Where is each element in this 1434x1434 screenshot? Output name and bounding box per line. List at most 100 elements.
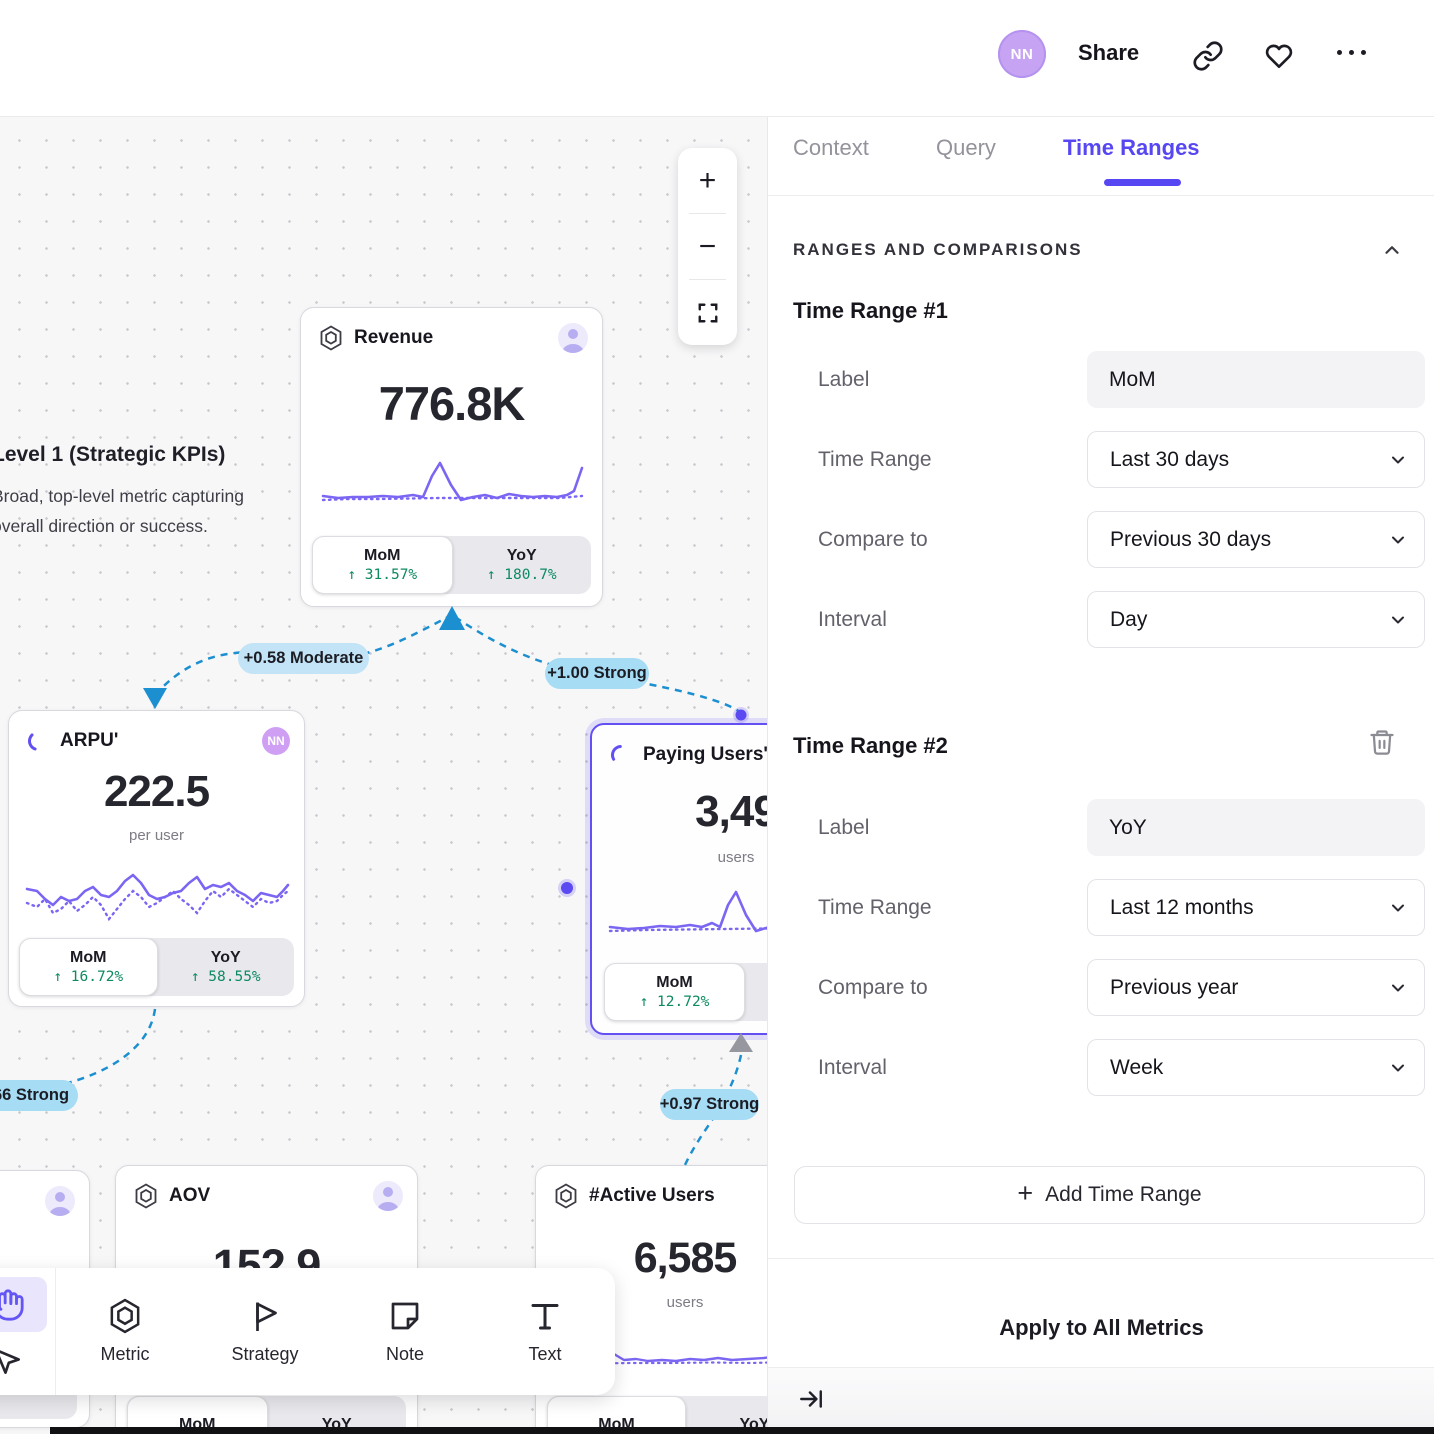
tab-query[interactable]: Query: [936, 135, 996, 160]
metric-card-arpu[interactable]: ARPU' NN 222.5 per user MoM ↑ 16.72% YoY…: [8, 710, 305, 1007]
metric-unit: users: [717, 849, 755, 866]
text-icon: [531, 1304, 559, 1330]
time-range-2-title: Time Range #2: [793, 733, 948, 758]
metric-hexagon-icon: [110, 1298, 140, 1334]
strategy-tool-button[interactable]: Strategy: [195, 1268, 335, 1395]
time-range-select[interactable]: Last 30 days: [1087, 431, 1425, 488]
chevron-down-icon: [1392, 984, 1404, 991]
owner-avatar-icon: [373, 1181, 403, 1211]
compare-to-select[interactable]: Previous year: [1087, 959, 1425, 1016]
yoy-delta: ↑ 58.55%: [190, 969, 261, 985]
chevron-down-icon: [1392, 616, 1404, 623]
form-row-time-range: Time Range Last 30 days: [818, 431, 1425, 488]
correlation-badge[interactable]: 66 Strong: [0, 1080, 78, 1111]
form-row-interval: Interval Week: [818, 1039, 1425, 1096]
plus-icon: +: [1017, 1178, 1034, 1208]
collapse-panel-icon[interactable]: [798, 1386, 824, 1412]
text-tool-button[interactable]: Text: [475, 1268, 615, 1395]
favorite-heart-icon[interactable]: [1263, 40, 1295, 72]
loading-spinner-icon: [611, 745, 631, 765]
form-row-time-range: Time Range Last 12 months: [818, 879, 1425, 936]
yoy-segment[interactable]: YoY ↑ 180.7%: [486, 547, 557, 583]
cursor-icon: [0, 1349, 20, 1374]
section-title: RANGES AND COMPARISONS: [793, 240, 1083, 259]
chevron-down-icon: [1392, 1064, 1404, 1071]
form-row-compare-to: Compare to Previous 30 days: [818, 511, 1425, 568]
level-title: Level 1 (Strategic KPIs): [0, 443, 226, 466]
tab-time-ranges[interactable]: Time Ranges: [1063, 135, 1200, 160]
minus-icon: −: [698, 229, 717, 263]
time-range-select[interactable]: Last 12 months: [1087, 879, 1425, 936]
zoom-out-button[interactable]: −: [678, 214, 737, 279]
metric-value: 776.8K: [378, 377, 526, 430]
metric-card-paying-users[interactable]: Paying Users' 3,49 users MoM ↑ 12.72%: [590, 723, 767, 1035]
compare-to-select[interactable]: Previous 30 days: [1087, 511, 1425, 568]
arrowhead-into-revenue: [439, 606, 465, 630]
sparkline: [608, 890, 767, 933]
owner-avatar-icon: [45, 1186, 75, 1216]
hand-icon: [0, 1288, 24, 1321]
form-row-label: Label: [818, 799, 1425, 856]
metric-card-revenue[interactable]: Revenue 776.8K MoM ↑ 31.57% YoY ↑ 180.7%: [300, 307, 603, 607]
metric-value: 222.5: [103, 767, 210, 816]
share-button[interactable]: Share: [1078, 40, 1140, 65]
metric-tool-button[interactable]: Metric: [55, 1268, 195, 1395]
sparkline: [321, 461, 584, 502]
correlation-badge[interactable]: +1.00 Strong: [545, 658, 649, 689]
copy-link-icon[interactable]: [1192, 40, 1224, 72]
plus-icon: +: [698, 163, 717, 197]
fit-view-button[interactable]: [678, 280, 737, 345]
mom-segment[interactable]: MoM ↑ 31.57%: [312, 536, 453, 594]
chevron-down-icon: [1392, 456, 1404, 463]
interval-select[interactable]: Day: [1087, 591, 1425, 648]
form-row-interval: Interval Day: [818, 591, 1425, 648]
add-time-range-button[interactable]: + Add Time Range: [794, 1166, 1425, 1224]
comparison-toggle: MoM ↑ 16.72% YoY ↑ 58.55%: [19, 938, 294, 996]
card-title: Paying Users': [643, 744, 767, 765]
yoy-segment[interactable]: [745, 963, 767, 1021]
select-tool-button[interactable]: [0, 1334, 47, 1389]
yoy-delta: ↑ 180.7%: [486, 567, 557, 583]
active-tab-indicator: [1104, 179, 1181, 186]
hand-tool-button[interactable]: [0, 1277, 47, 1332]
metric-value: 6,585: [633, 1234, 738, 1282]
more-options-icon[interactable]: [1337, 50, 1366, 55]
mom-delta: ↑ 12.72%: [639, 994, 710, 1010]
level-desc-line2: overall direction or success.: [0, 515, 208, 536]
metric-unit: per user: [128, 827, 185, 844]
window-bottom-edge: [50, 1427, 1434, 1434]
delete-time-range-icon[interactable]: [1368, 727, 1396, 757]
metric-tree-canvas[interactable]: Level 1 (Strategic KPIs) Broad, top-leve…: [0, 117, 767, 1434]
connection-handle-dot: [558, 879, 576, 897]
note-tool-button[interactable]: Note: [335, 1268, 475, 1395]
comparison-toggle: MoM ↑ 12.72%: [604, 963, 767, 1021]
apply-to-all-metrics-button[interactable]: Apply to All Metrics: [999, 1315, 1204, 1340]
label-input[interactable]: [1087, 799, 1425, 856]
tab-context[interactable]: Context: [793, 135, 869, 160]
correlation-badge[interactable]: +0.58 Moderate: [238, 643, 369, 674]
card-title: AOV: [169, 1185, 211, 1206]
metric-hexagon-icon: [135, 1183, 157, 1209]
yoy-segment[interactable]: YoY ↑ 58.55%: [190, 949, 261, 985]
connection-handle-dot: [733, 707, 749, 723]
loading-spinner-icon: [28, 731, 48, 751]
form-row-compare-to: Compare to Previous year: [818, 959, 1425, 1016]
flag-icon: [256, 1302, 277, 1331]
user-avatar[interactable]: NN: [998, 30, 1046, 78]
settings-panel: Context Query Time Ranges RANGES AND COM…: [767, 117, 1434, 1434]
chevron-down-icon: [1392, 904, 1404, 911]
section-header[interactable]: RANGES AND COMPARISONS: [793, 239, 1403, 261]
mom-segment[interactable]: MoM ↑ 16.72%: [19, 938, 158, 996]
form-row-label: Label: [818, 351, 1425, 408]
zoom-in-button[interactable]: +: [678, 148, 737, 213]
interval-select[interactable]: Week: [1087, 1039, 1425, 1096]
sparkline: [25, 873, 290, 922]
mom-segment[interactable]: MoM ↑ 12.72%: [604, 963, 745, 1021]
card-title: Revenue: [354, 327, 434, 348]
chevron-down-icon: [1392, 536, 1404, 543]
mom-delta: ↑ 31.57%: [347, 567, 418, 583]
note-icon: [391, 1302, 419, 1330]
label-input[interactable]: [1087, 351, 1425, 408]
correlation-badge[interactable]: +0.97 Strong: [660, 1089, 759, 1120]
